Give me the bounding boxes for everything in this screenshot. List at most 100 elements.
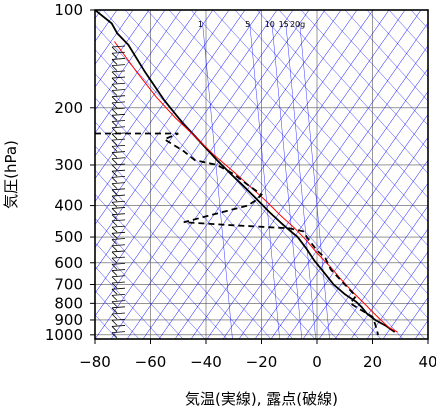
wind-barb-staff [111, 70, 126, 73]
x-tick-label: −80 [79, 353, 111, 371]
dry-adiabat-line [388, 10, 428, 54]
wind-barb-staff [111, 213, 126, 216]
isotherm-line [95, 10, 294, 294]
wind-barb-flag [111, 77, 118, 84]
isotherm-line [95, 10, 182, 134]
wind-barb-staff [111, 256, 126, 259]
dry-adiabat-line [278, 10, 428, 174]
wind-barb-staff [111, 144, 126, 147]
wind-barb-staff [111, 250, 126, 253]
wind-barb-flag [111, 139, 118, 146]
dry-adiabat-line [168, 10, 428, 295]
wind-barb-staff [111, 325, 126, 327]
mixing-ratio-labels: 1 5 10 15 20g [198, 20, 305, 29]
wind-barb-flag [111, 189, 118, 196]
wind-barb-staff [111, 64, 126, 67]
dry-adiabat-line [124, 10, 426, 339]
wind-barb-staff [111, 287, 126, 290]
wind-barb-flag [111, 220, 118, 227]
wind-barb-staff [111, 207, 126, 209]
wind-barb-staff [111, 163, 126, 166]
wind-barb-flag [111, 332, 118, 338]
wind-barb-staff [111, 76, 126, 79]
wind-barb-staff [111, 51, 126, 54]
isotherm-line [366, 251, 428, 339]
wind-barb-staff [111, 238, 126, 240]
isotherm-line [174, 10, 406, 339]
wind-barb-flag [111, 177, 118, 183]
x-tick-label: 0 [312, 353, 322, 371]
wind-barb-staff [111, 107, 126, 110]
wind-barb-staff [111, 182, 126, 185]
isotherm-line [286, 136, 428, 339]
wind-barb-flag [111, 295, 118, 301]
wind-barb-staff [111, 95, 126, 98]
isotherm-line [95, 10, 214, 180]
wind-barb-flag [111, 326, 118, 332]
dry-adiabat-line [344, 10, 428, 102]
dry-adiabat-line [146, 10, 428, 319]
wind-barb-flag [111, 115, 118, 121]
wind-barb-staff [111, 306, 126, 309]
gridlines [94, 9, 429, 339]
dry-adiabat-line [102, 10, 404, 339]
isotherm-line [431, 10, 436, 339]
wind-barb-staff [111, 281, 126, 284]
dry-adiabat-line [95, 121, 294, 339]
wind-barb-flag [111, 208, 118, 214]
wind-barbs [111, 45, 126, 338]
wind-barb-flag [111, 264, 118, 270]
y-tick-label: 700 [54, 276, 83, 294]
dry-adiabat-line [300, 10, 428, 150]
isotherm-line [95, 10, 230, 203]
mixing-ratio-line [271, 21, 303, 339]
mixing-ratio-label: 5 [245, 20, 250, 29]
wind-barb-flag [111, 90, 118, 96]
dry-adiabat-line [212, 10, 428, 247]
wind-barb-staff [111, 244, 126, 247]
wind-barb-staff [111, 58, 126, 60]
wind-barb-staff [111, 262, 126, 265]
wind-barb-flag [111, 133, 118, 140]
dry-adiabat-line [95, 145, 272, 339]
isotherm-line [302, 159, 428, 339]
isotherm-line [95, 10, 262, 248]
dry-adiabat-line [95, 97, 316, 339]
isotherm-line [95, 10, 198, 157]
wind-barb-flag [111, 183, 118, 189]
isotherm-line [110, 10, 342, 339]
wind-barb-flag [111, 59, 118, 65]
wind-barb-flag [111, 96, 118, 102]
isotherm-line [126, 10, 358, 339]
x-tick-label: −40 [190, 353, 222, 371]
isotherm-line [254, 91, 428, 339]
wind-barb-flag [111, 307, 118, 314]
dry-adiabat-line [95, 73, 338, 339]
wind-barb-staff [111, 200, 126, 203]
wind-barb-flag [111, 170, 118, 177]
wind-barb-flag [111, 195, 118, 202]
wind-barb-staff [111, 300, 126, 303]
mixing-ratio-line [249, 21, 280, 339]
wind-barb-flag [111, 214, 118, 220]
y-tick-label: 200 [54, 99, 83, 117]
wind-barb-flag [111, 319, 118, 326]
parcel-line [113, 41, 398, 333]
y-tick-label: 100 [54, 1, 83, 19]
wind-barb-flag [111, 313, 118, 320]
isotherm-line [350, 228, 428, 339]
y-tick-label: 800 [54, 294, 83, 312]
y-tick-label: 1000 [45, 326, 83, 344]
wind-barb-flag [111, 158, 118, 165]
dry-adiabat-line [95, 193, 228, 339]
wind-barb-staff [111, 157, 126, 160]
wind-barb-flag [111, 239, 118, 245]
mixing-ratio-line [285, 21, 316, 339]
dry-adiabat-line [190, 10, 428, 271]
isotherm-line [95, 10, 326, 339]
wind-barb-flag [111, 83, 118, 90]
wind-barb-flag [111, 282, 118, 289]
wind-barb-staff [111, 138, 126, 141]
dry-adiabat-line [410, 10, 428, 29]
